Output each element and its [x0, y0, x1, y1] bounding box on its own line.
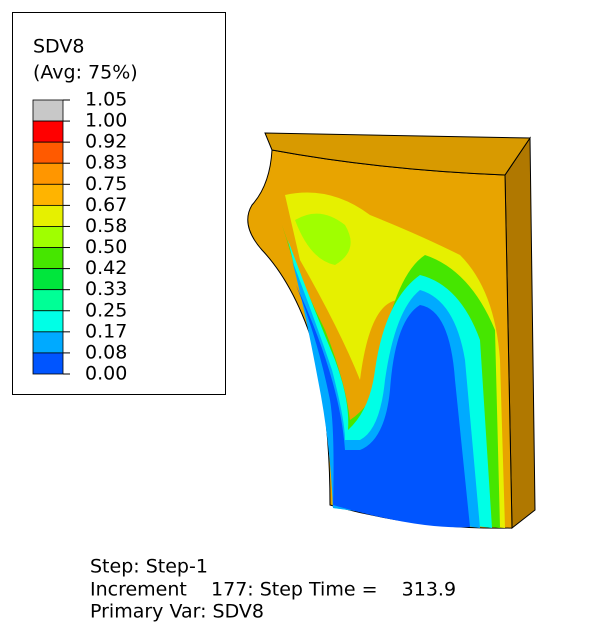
legend-label: 1.05	[85, 89, 127, 111]
legend-swatch	[32, 120, 64, 143]
legend-label: 0.17	[85, 320, 127, 342]
legend-swatch	[32, 247, 64, 270]
footer-step: Step: Step-1	[90, 556, 208, 578]
legend-swatch	[32, 141, 64, 164]
legend-swatch	[32, 289, 64, 312]
legend-swatch	[32, 204, 64, 227]
legend-swatch	[32, 99, 64, 122]
legend-label: 0.08	[85, 341, 127, 363]
legend: 1.051.000.920.830.750.670.580.500.420.33…	[32, 89, 127, 385]
legend-swatch	[32, 331, 64, 354]
legend-label: 1.00	[85, 110, 127, 132]
legend-label: 0.00	[85, 363, 127, 385]
top-face	[264, 132, 531, 176]
legend-label: 0.67	[85, 194, 127, 216]
legend-subtitle: (Avg: 75%)	[33, 62, 138, 84]
legend-label: 0.25	[85, 299, 127, 321]
legend-swatch	[32, 352, 64, 375]
legend-swatch	[32, 226, 64, 248]
legend-title: SDV8	[33, 36, 84, 58]
footer-increment: Increment 177: Step Time = 313.9	[90, 579, 456, 601]
legend-swatch	[32, 268, 64, 291]
model	[247, 132, 536, 530]
legend-label: 0.33	[85, 278, 127, 300]
legend-label: 0.58	[85, 215, 127, 237]
legend-label: 0.50	[85, 236, 127, 258]
legend-swatch	[32, 162, 64, 185]
legend-label: 0.42	[85, 257, 127, 279]
legend-label: 0.75	[85, 173, 127, 195]
blue-zone	[296, 285, 470, 528]
footer-primary-var: Primary Var: SDV8	[90, 601, 264, 623]
legend-swatch	[32, 310, 64, 333]
legend-swatch	[32, 183, 64, 206]
legend-label: 0.83	[85, 152, 127, 174]
legend-label: 0.92	[85, 131, 127, 153]
green-spot	[295, 213, 351, 265]
